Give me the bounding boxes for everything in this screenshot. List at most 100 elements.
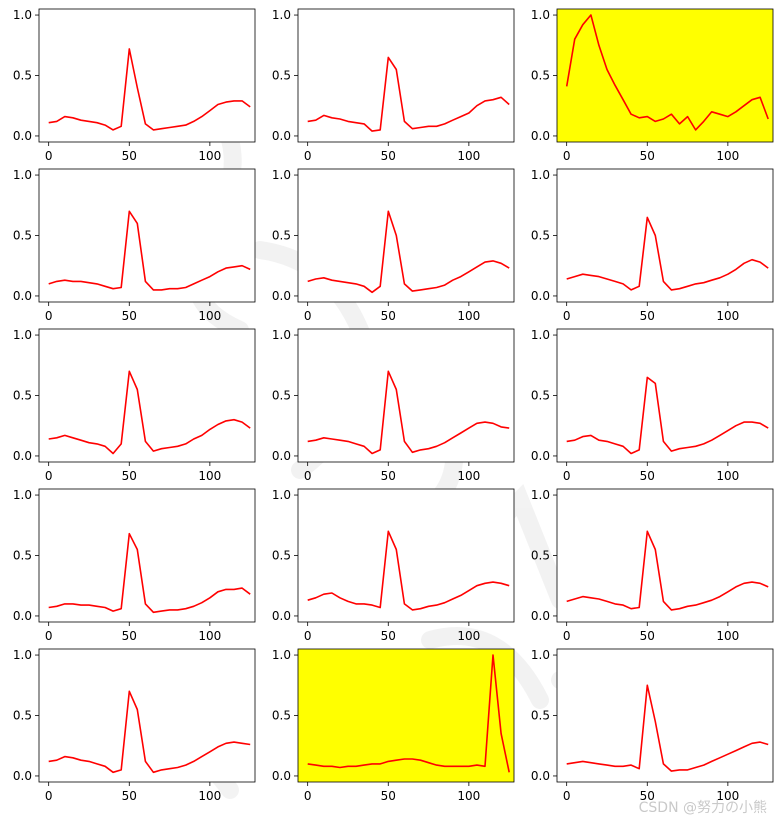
ecg-beat-line: [307, 654, 510, 773]
x-tick-label: 50: [122, 149, 137, 163]
x-tick-label: 0: [563, 469, 571, 483]
x-tick-label: 100: [198, 789, 221, 803]
panel-background: [557, 649, 773, 782]
x-tick-label: 100: [457, 149, 480, 163]
y-tick-label: 0.0: [272, 289, 291, 303]
x-tick-label: 100: [198, 149, 221, 163]
y-tick-label: 0.0: [272, 769, 291, 783]
ecg-beat-line: [566, 684, 769, 772]
x-tick-label: 100: [198, 469, 221, 483]
x-tick-label: 100: [198, 629, 221, 643]
x-tick-label: 0: [45, 469, 53, 483]
y-tick-label: 0.5: [13, 389, 32, 403]
panel-background: [39, 329, 255, 462]
y-tick-label: 1.0: [531, 648, 550, 662]
subplot-2: 0 50 100 0.0 0.5 1.0: [272, 8, 515, 163]
x-tick-label: 50: [640, 629, 655, 643]
x-tick-label: 100: [716, 469, 739, 483]
y-tick-label: 0.5: [13, 229, 32, 243]
ecg-beat-line: [566, 216, 769, 291]
ecg-beat-line: [48, 210, 251, 291]
subplot-11: 0 50 100 0.0 0.5 1.0: [272, 488, 515, 643]
x-tick-label: 0: [563, 789, 571, 803]
x-tick-label: 100: [716, 629, 739, 643]
subplot-13: 0 50 100 0.0 0.5 1.0: [13, 648, 256, 803]
x-tick-label: 50: [122, 309, 137, 323]
subplot-14: 0 50 100 0.0 0.5 1.0: [272, 648, 515, 803]
ecg-beat-line: [48, 370, 251, 455]
y-tick-label: 1.0: [531, 8, 550, 22]
panel-background: [298, 489, 514, 622]
x-tick-label: 100: [457, 309, 480, 323]
y-tick-label: 0.5: [13, 69, 32, 83]
x-tick-label: 50: [640, 309, 655, 323]
y-tick-label: 0.5: [272, 709, 291, 723]
x-tick-label: 0: [304, 469, 312, 483]
y-tick-label: 0.5: [272, 229, 291, 243]
subplot-4: 0 50 100 0.0 0.5 1.0: [13, 168, 256, 323]
subplot-3: 0 50 100 0.0 0.5 1.0: [531, 8, 774, 163]
x-tick-label: 0: [45, 789, 53, 803]
y-tick-label: 0.5: [531, 549, 550, 563]
y-tick-label: 0.5: [272, 389, 291, 403]
subplot-12: 0 50 100 0.0 0.5 1.0: [531, 488, 774, 643]
watermark-text: CSDN @努力の小熊: [638, 800, 767, 816]
y-tick-label: 0.0: [531, 289, 550, 303]
x-tick-label: 50: [640, 469, 655, 483]
y-tick-label: 1.0: [272, 328, 291, 342]
x-tick-label: 100: [457, 469, 480, 483]
y-tick-label: 0.0: [13, 769, 32, 783]
x-tick-label: 0: [45, 629, 53, 643]
x-tick-label: 50: [122, 629, 137, 643]
ecg-beat-line: [307, 530, 510, 611]
x-tick-label: 50: [122, 469, 137, 483]
x-tick-label: 50: [381, 309, 396, 323]
y-tick-label: 0.0: [531, 129, 550, 143]
panel-background: [557, 169, 773, 302]
x-tick-label: 50: [640, 149, 655, 163]
x-tick-label: 0: [45, 309, 53, 323]
y-tick-label: 1.0: [272, 168, 291, 182]
y-tick-label: 0.0: [13, 449, 32, 463]
x-tick-label: 50: [122, 789, 137, 803]
x-tick-label: 100: [716, 149, 739, 163]
x-tick-label: 0: [304, 149, 312, 163]
ecg-beat-line: [48, 690, 251, 774]
panel-background: [298, 169, 514, 302]
y-tick-label: 1.0: [531, 168, 550, 182]
highlighted-panel-background: [298, 649, 514, 782]
y-tick-label: 1.0: [13, 488, 32, 502]
panel-background: [39, 169, 255, 302]
ecg-beat-line: [566, 530, 769, 611]
y-tick-label: 0.0: [272, 449, 291, 463]
highlighted-panel-background: [557, 9, 773, 142]
x-tick-label: 50: [381, 149, 396, 163]
y-tick-label: 0.5: [13, 709, 32, 723]
ecg-beat-line: [307, 56, 510, 132]
ecg-beat-line: [48, 532, 251, 614]
x-tick-label: 0: [304, 789, 312, 803]
x-tick-label: 100: [198, 309, 221, 323]
y-tick-label: 1.0: [13, 328, 32, 342]
subplot-8: 0 50 100 0.0 0.5 1.0: [272, 328, 515, 483]
y-tick-label: 1.0: [13, 8, 32, 22]
x-tick-label: 50: [381, 789, 396, 803]
x-tick-label: 100: [716, 789, 739, 803]
ecg-beat-line: [307, 370, 510, 455]
x-tick-label: 0: [304, 629, 312, 643]
y-tick-label: 1.0: [531, 488, 550, 502]
y-tick-label: 0.5: [531, 709, 550, 723]
y-tick-label: 0.0: [531, 609, 550, 623]
panel-background: [298, 329, 514, 462]
subplot-7: 0 50 100 0.0 0.5 1.0: [13, 328, 256, 483]
y-tick-label: 1.0: [531, 328, 550, 342]
ecg-beat-line: [566, 376, 769, 455]
y-tick-label: 0.5: [13, 549, 32, 563]
x-tick-label: 0: [563, 629, 571, 643]
x-tick-label: 50: [640, 789, 655, 803]
subplot-1: 0 50 100 0.0 0.5 1.0: [13, 8, 256, 163]
subplot-6: 0 50 100 0.0 0.5 1.0: [531, 168, 774, 323]
y-tick-label: 0.0: [13, 609, 32, 623]
y-tick-label: 0.0: [272, 129, 291, 143]
